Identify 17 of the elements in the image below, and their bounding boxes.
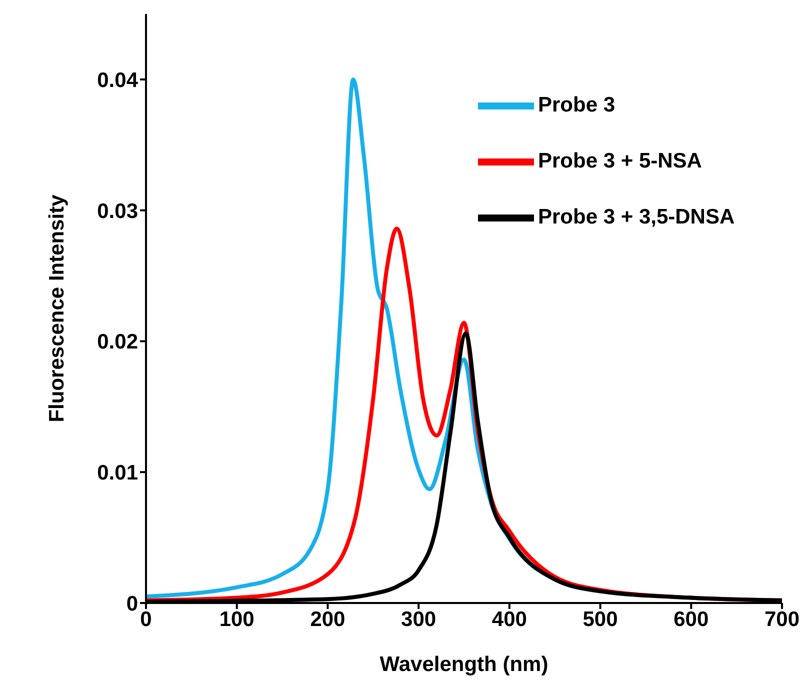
- x-tick-label: 200: [310, 608, 346, 631]
- y-tick-label: 0.04: [97, 68, 138, 92]
- x-tick-label: 300: [401, 608, 436, 631]
- x-axis-title: Wavelength (nm): [380, 653, 548, 676]
- y-tick-label: 0.01: [97, 462, 138, 485]
- x-tick-label: 100: [219, 608, 254, 631]
- y-tick-label: 0: [126, 592, 138, 616]
- y-axis-title: Fluorescence Intensity: [45, 194, 68, 422]
- x-tick-label: 400: [492, 608, 527, 631]
- legend-label: Probe 3 + 3,5-DNSA: [538, 206, 735, 229]
- x-tick-label: 600: [674, 608, 709, 631]
- x-tick-label: 700: [764, 608, 800, 631]
- legend-label: Probe 3: [538, 94, 616, 117]
- y-tick-label: 0.02: [97, 330, 138, 354]
- y-tick-label: 0.03: [97, 200, 138, 223]
- x-tick-label: 500: [582, 608, 618, 631]
- legend-label: Probe 3 + 5-NSA: [538, 150, 702, 173]
